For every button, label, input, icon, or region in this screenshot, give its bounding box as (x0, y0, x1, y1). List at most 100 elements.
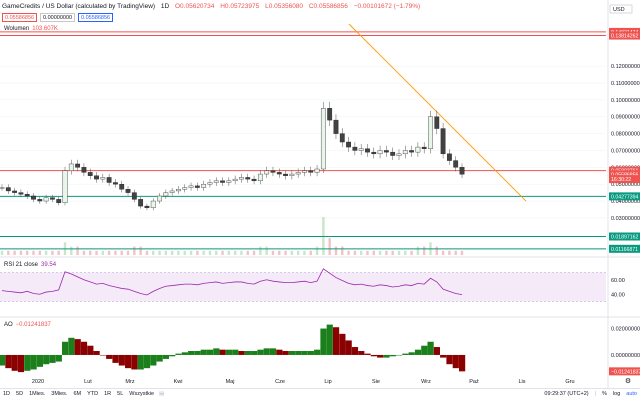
timeframe-all[interactable]: Wszystkie (129, 391, 155, 397)
symbol-title[interactable]: GameCredits / US Dollar (calculated by T… (2, 3, 156, 10)
log-toggle[interactable]: log (612, 391, 621, 397)
volume-bar (76, 246, 79, 255)
volume-bar (26, 250, 29, 255)
ao-bar (80, 341, 88, 355)
rsi-value: 39.54 (41, 262, 57, 268)
ao-bar (93, 351, 100, 355)
ao-bar (62, 341, 69, 355)
timeframe-5d[interactable]: 5D (16, 391, 24, 397)
candle-body (56, 199, 62, 203)
candle-body (365, 148, 370, 153)
timeframe-5y[interactable]: 5L (117, 391, 124, 397)
candle-body (283, 173, 288, 176)
ao-bar (106, 354, 113, 359)
volume-bar (164, 250, 168, 255)
timeframe-1y[interactable]: 1R (104, 391, 112, 397)
ao-bar (351, 347, 359, 355)
volume-bar (70, 246, 73, 255)
ao-value: −0.01241837 (15, 322, 51, 328)
rsi-tick-label: 40.00 (611, 292, 625, 298)
candle-body (346, 141, 351, 148)
candle-body (358, 148, 364, 151)
candle-body (138, 199, 144, 207)
ao-bar (370, 354, 377, 357)
candle-body (0, 187, 5, 189)
calendar-icon[interactable]: ▤ (159, 391, 165, 397)
volume-bar (177, 250, 180, 255)
ao-bar (389, 354, 396, 357)
volume-bar (341, 246, 344, 255)
ao-bar (194, 351, 201, 355)
ao-bar (307, 351, 314, 355)
price-box-zero: 0.00000000 (40, 13, 76, 22)
volume-bar (448, 250, 451, 255)
volume-bar (391, 250, 394, 255)
volume-bar (101, 250, 105, 255)
volume-bar (303, 250, 306, 255)
price-box-close: 0.05586856 (78, 13, 114, 22)
bottom-toolbar: 1D 5D 1Mies. 3Mies. 6M YTD 1R 5L Wszystk… (0, 388, 640, 400)
divider: | (594, 391, 597, 397)
ao-bar (408, 352, 415, 355)
volume-bar (120, 250, 123, 255)
price-tick-label: 0.10000000 (611, 98, 640, 104)
candle-body (276, 172, 282, 175)
price-tick-label: 0.05000000 (611, 182, 640, 188)
time-axis-label: Paź (469, 379, 479, 385)
rsi-name: RSI 21 close (4, 262, 39, 268)
price-tick-label: 0.07000000 (611, 148, 640, 154)
interval-label[interactable]: 1D (160, 3, 170, 10)
candle-body (226, 180, 232, 183)
timeframe-1d[interactable]: 1D (3, 391, 11, 397)
ao-bar (339, 333, 346, 355)
ao-bar (74, 339, 81, 355)
axis-level-badge (609, 175, 640, 184)
timeframe-ytd[interactable]: YTD (87, 391, 99, 397)
volume-bar (322, 217, 325, 255)
candle-body (421, 146, 427, 149)
candle-body (264, 170, 270, 175)
candle-body (113, 182, 118, 185)
candle-body (257, 173, 263, 182)
axis-level-badge (609, 31, 640, 40)
auto-toggle[interactable]: auto (626, 391, 637, 397)
volume-bar (170, 250, 174, 255)
currency-badge[interactable] (609, 4, 633, 14)
timeframe-1m[interactable]: 1Mies. (29, 391, 46, 397)
ao-bar (188, 351, 195, 355)
ao-bar (395, 354, 403, 356)
axis-level-badge (609, 232, 640, 241)
volume-bar (158, 250, 161, 255)
volume-bar (359, 250, 363, 255)
volume-bar (233, 250, 237, 255)
timeframe-6m[interactable]: 6M (73, 391, 82, 397)
rsi-line[interactable] (1, 268, 463, 296)
ao-bar (345, 340, 352, 355)
volume-bar (366, 250, 369, 255)
candle-body (62, 170, 68, 203)
volume-bar (114, 250, 117, 255)
time-axis-label: Cze (275, 379, 285, 385)
price-tick-label: 0.08000000 (611, 132, 640, 138)
percent-toggle[interactable]: % (602, 391, 607, 397)
volume-value: 103.607K (32, 26, 58, 32)
timeframe-3m[interactable]: 3Mies. (51, 391, 68, 397)
ao-bar (24, 354, 31, 371)
price-tick-label: 0.09000000 (611, 115, 640, 121)
volume-bar (347, 250, 350, 255)
ohlc-high: H0.05723975 (220, 3, 260, 10)
candle-body (245, 177, 251, 180)
clock-readout[interactable]: 09:29:37 (UTC+2) (544, 391, 589, 397)
volume-bar (378, 250, 382, 255)
ao-bar (452, 354, 459, 369)
ao-value-badge (609, 367, 640, 376)
ao-bar (358, 351, 365, 355)
rsi-band (0, 272, 606, 302)
candle-body (383, 150, 389, 153)
volume-bar (82, 250, 86, 255)
volume-bar (95, 250, 98, 255)
volume-bar (404, 250, 407, 255)
trend-line[interactable] (348, 23, 527, 202)
candle-body (68, 163, 74, 171)
